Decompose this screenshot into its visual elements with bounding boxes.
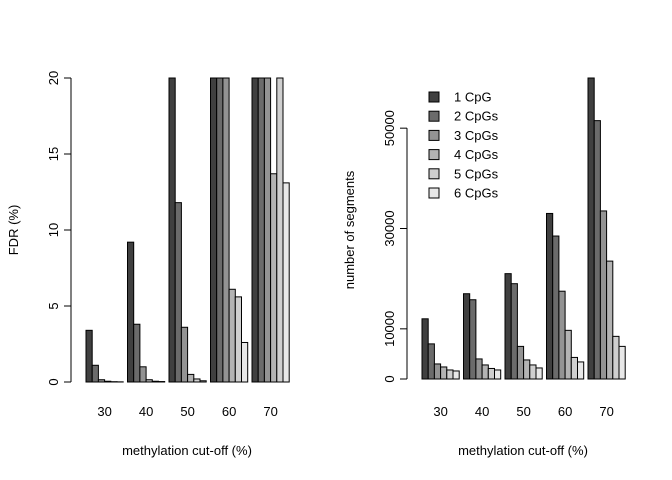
- bar-70-5-cpgs: [612, 335, 620, 380]
- bar-40-2-cpgs: [469, 299, 477, 380]
- bar-70-2-cpgs: [257, 77, 265, 383]
- legend: 1 CpG 2 CpGs 3 CpGs 4 CpGs 5 CpGs 6 CpGs: [428, 90, 499, 201]
- bar-70-3-cpgs: [599, 210, 608, 380]
- y-axis-label: FDR (%): [6, 205, 21, 256]
- y-tick-label: 0: [382, 375, 397, 382]
- bar-50-2-cpgs: [174, 202, 182, 383]
- bar-50-2-cpgs: [510, 283, 518, 380]
- bar-30-3-cpgs: [433, 363, 442, 380]
- bar-60-2-cpgs: [216, 77, 224, 383]
- bar-30-3-cpgs: [97, 379, 106, 383]
- x-tick-label: 40: [139, 404, 153, 419]
- bar-50-1-cpg: [504, 273, 512, 380]
- bar-50-6-cpgs: [535, 367, 543, 380]
- bar-50-5-cpgs: [193, 378, 201, 383]
- bar-30-2-cpgs: [91, 364, 99, 383]
- bar-70-1-cpg: [251, 77, 259, 383]
- x-tick-label: 50: [516, 404, 530, 419]
- bar-60-2-cpgs: [552, 235, 560, 380]
- bar-30-4-cpgs: [440, 366, 448, 380]
- x-axis-label: methylation cut-off (%): [458, 443, 588, 458]
- bar-50-3-cpgs: [180, 326, 189, 383]
- bar-70-5-cpgs: [276, 77, 284, 383]
- legend-swatch: [428, 149, 440, 161]
- bar-70-6-cpgs: [282, 182, 290, 383]
- legend-swatch: [428, 168, 440, 180]
- segments-panel: 30 40 50 60 70 0 10000 30000 50000 methylation cu…: [342, 77, 626, 458]
- bar-30-4-cpgs: [104, 380, 112, 383]
- x-tick-label: 30: [97, 404, 111, 419]
- bar-60-3-cpgs: [222, 77, 230, 383]
- y-tick-label: 10000: [382, 311, 397, 347]
- x-tick-label: 50: [180, 404, 194, 419]
- legend-swatch: [428, 187, 440, 199]
- x-tick-label: 40: [475, 404, 489, 419]
- bar-60-5-cpgs: [234, 296, 243, 383]
- bar-50-5-cpgs: [529, 364, 537, 380]
- bar-70-6-cpgs: [618, 345, 626, 380]
- legend-label: 4 CpGs: [454, 147, 499, 162]
- bar-40-2-cpgs: [133, 323, 141, 383]
- bar-70-4-cpgs: [270, 173, 278, 383]
- y-tick-label: 0: [46, 378, 61, 385]
- bar-60-3-cpgs: [558, 290, 566, 380]
- y-tick-label: 20: [46, 71, 61, 85]
- bar-60-1-cpg: [546, 212, 554, 380]
- bar-60-4-cpgs: [564, 329, 572, 380]
- y-tick-label: 50000: [382, 110, 397, 146]
- legend-swatch: [428, 91, 440, 103]
- bar-60-4-cpgs: [228, 288, 236, 383]
- y-tick-label: 15: [46, 147, 61, 161]
- bar-40-5-cpgs: [487, 367, 495, 380]
- bar-60-6-cpgs: [241, 341, 249, 383]
- x-tick-label: 60: [222, 404, 236, 419]
- y-tick-label: 5: [46, 302, 61, 309]
- bar-70-3-cpgs: [263, 77, 272, 383]
- fdr-panel: 30 40 50 60 70 0 5 10 15 20 methylation cut-off (%…: [6, 71, 290, 458]
- bar-60-1-cpg: [210, 77, 218, 383]
- bar-50-4-cpgs: [523, 359, 531, 380]
- bar-60-5-cpgs: [570, 356, 578, 380]
- bar-40-3-cpgs: [475, 358, 483, 380]
- x-tick-label: 60: [558, 404, 572, 419]
- bar-30-1-cpg: [85, 329, 93, 383]
- legend-label: 3 CpGs: [454, 128, 499, 143]
- bar-30-6-cpgs: [452, 370, 460, 380]
- legend-label: 6 CpGs: [454, 186, 499, 201]
- y-tick-label: 30000: [382, 210, 397, 246]
- bar-40-1-cpg: [127, 241, 135, 383]
- y-axis-label: number of segments: [342, 170, 357, 289]
- bar-70-1-cpg: [587, 77, 595, 380]
- legend-label: 5 CpGs: [454, 166, 499, 181]
- bar-50-6-cpgs: [199, 380, 207, 383]
- bar-40-6-cpgs: [494, 369, 502, 380]
- bar-40-4-cpgs: [145, 379, 153, 383]
- bar-40-5-cpgs: [151, 380, 160, 383]
- bar-30-5-cpgs: [446, 369, 454, 380]
- bar-40-1-cpg: [463, 293, 471, 380]
- bar-30-2-cpgs: [427, 343, 435, 380]
- y-tick-label: 10: [46, 223, 61, 237]
- bar-70-2-cpgs: [593, 120, 601, 380]
- bar-50-3-cpgs: [516, 345, 525, 380]
- legend-label: 2 CpGs: [454, 109, 499, 124]
- legend-label: 1 CpG: [454, 90, 492, 105]
- bar-40-3-cpgs: [139, 366, 147, 383]
- bar-50-4-cpgs: [187, 373, 195, 383]
- legend-swatch: [428, 129, 440, 141]
- bar-60-6-cpgs: [577, 361, 585, 380]
- x-axis-label: methylation cut-off (%): [122, 443, 252, 458]
- bar-30-1-cpg: [421, 318, 429, 380]
- bar-50-1-cpg: [168, 77, 176, 383]
- x-tick-label: 30: [433, 404, 447, 419]
- bar-40-4-cpgs: [481, 364, 489, 380]
- bar-70-4-cpgs: [606, 260, 614, 380]
- x-tick-label: 70: [599, 404, 613, 419]
- legend-swatch: [428, 110, 440, 122]
- x-tick-label: 70: [263, 404, 277, 419]
